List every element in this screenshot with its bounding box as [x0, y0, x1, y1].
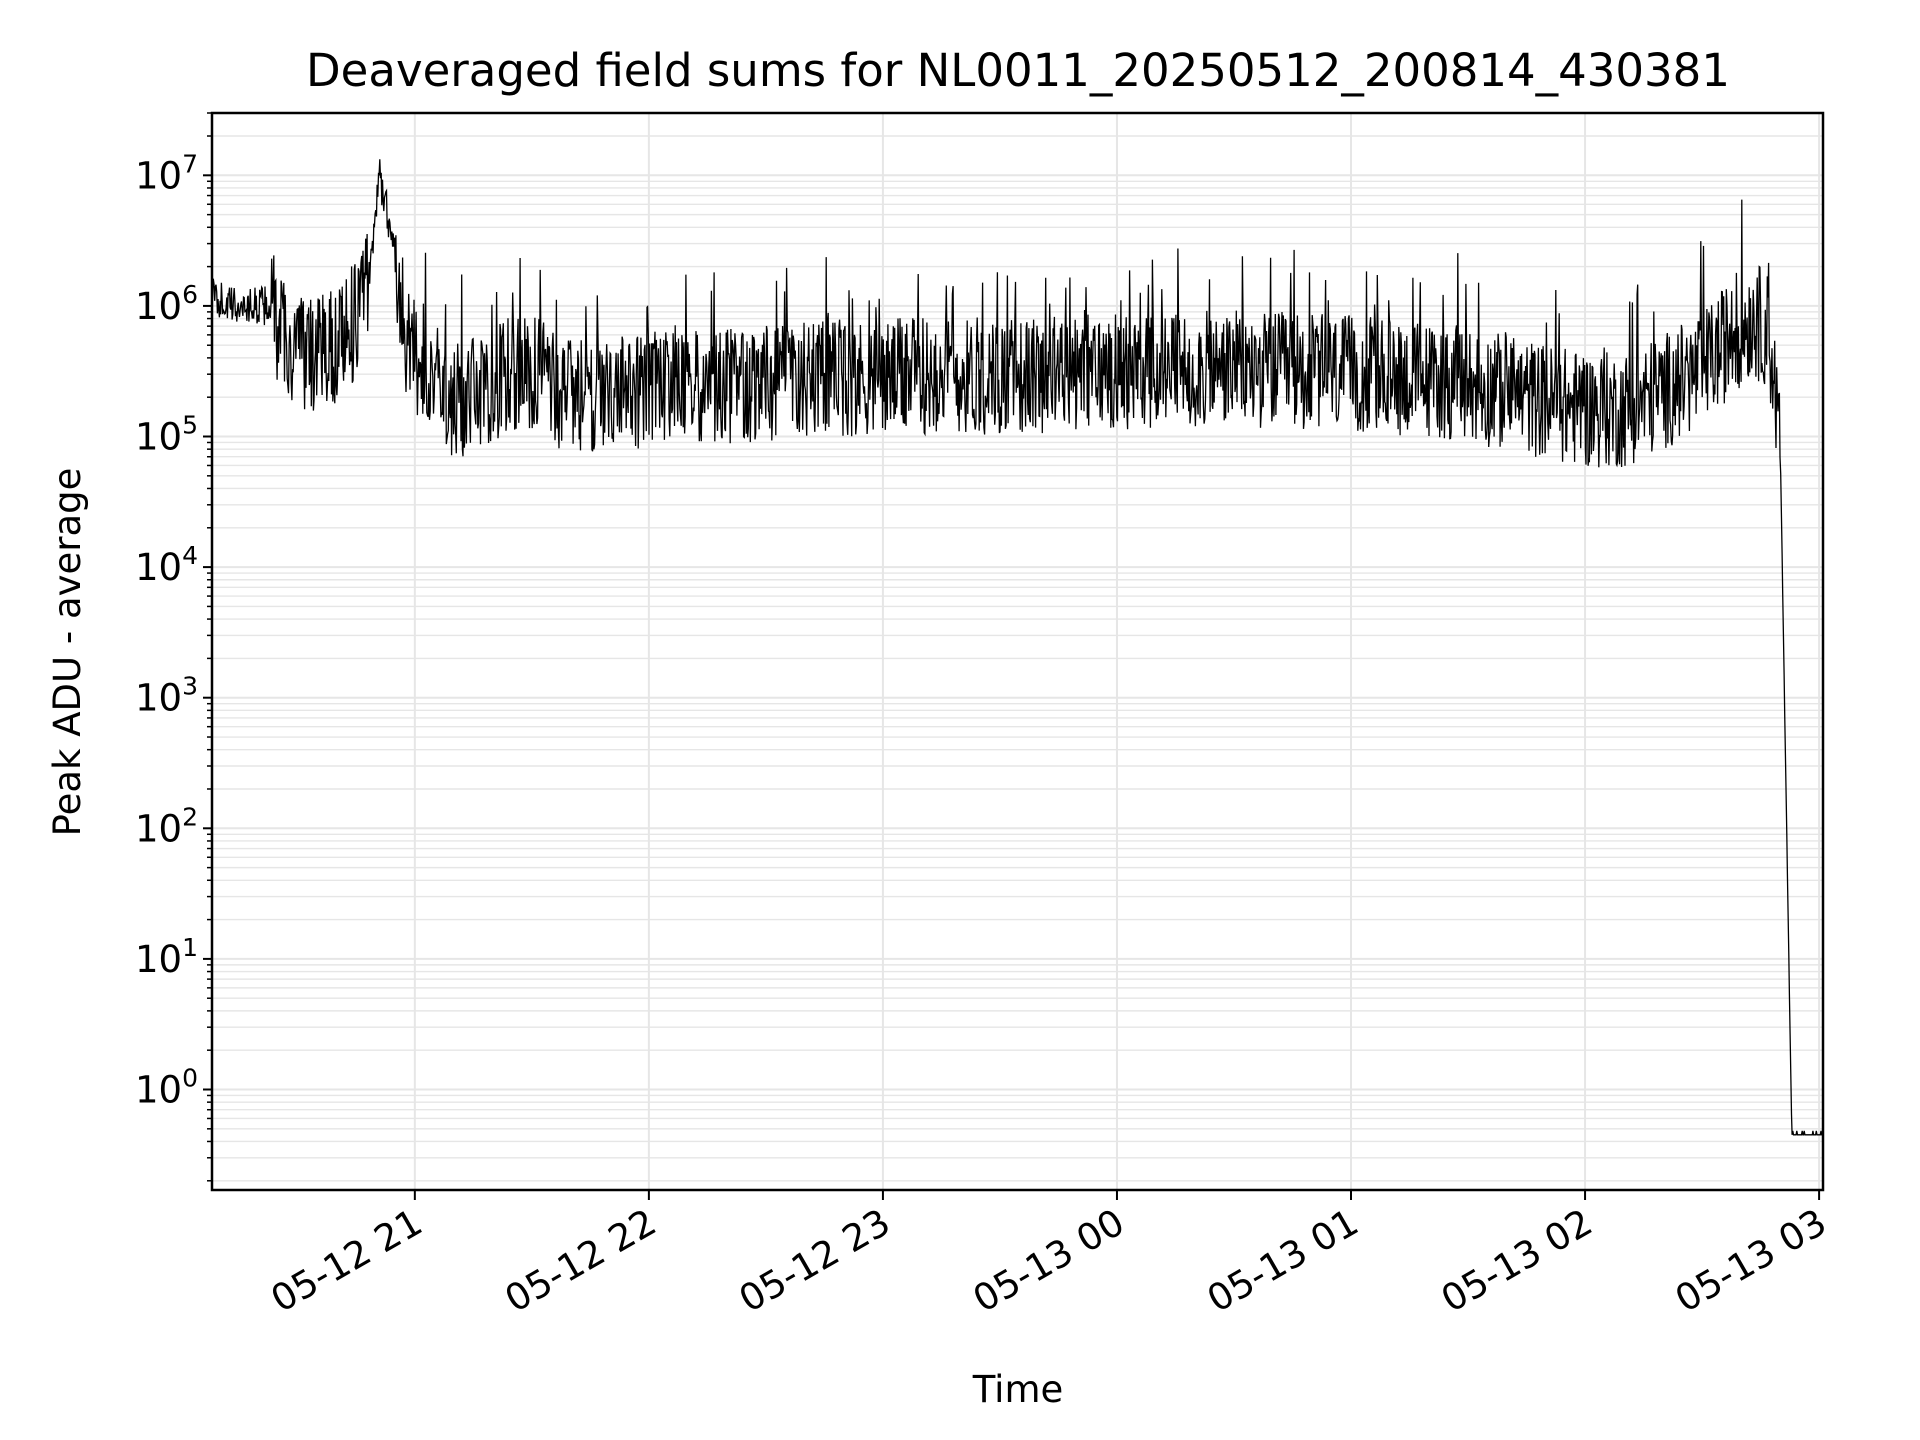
y-axis: 100 101 102 103 104 105 106 107: [135, 112, 212, 1182]
y-tick-label: 100: [135, 1063, 198, 1111]
y-tick-label: 105: [135, 411, 198, 459]
plot-frame: [210, 111, 1825, 1192]
series-group: [211, 159, 1823, 1136]
grid-minor: [212, 112, 1823, 1182]
y-tick-label: 101: [135, 933, 198, 981]
y-tick-label: 107: [135, 149, 198, 197]
y-tick-label: 104: [135, 541, 198, 589]
y-axis-label: Peak ADU - average: [46, 468, 89, 837]
y-tick-label: 106: [135, 280, 198, 328]
y-tick-label: 103: [135, 672, 198, 720]
x-axis-label: Time: [972, 1368, 1064, 1411]
chart-title: Deaveraged field sums for NL0011_2025051…: [306, 44, 1730, 97]
y-tick-label: 102: [135, 802, 198, 850]
series-line: [211, 159, 1823, 1136]
